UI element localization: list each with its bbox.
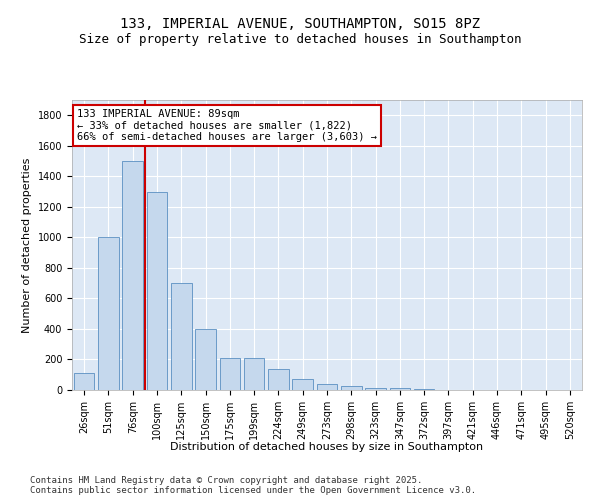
Text: 133 IMPERIAL AVENUE: 89sqm
← 33% of detached houses are smaller (1,822)
66% of s: 133 IMPERIAL AVENUE: 89sqm ← 33% of deta… <box>77 108 377 142</box>
Bar <box>317 384 337 390</box>
Bar <box>414 389 434 390</box>
X-axis label: Distribution of detached houses by size in Southampton: Distribution of detached houses by size … <box>170 442 484 452</box>
Text: Contains HM Land Registry data © Crown copyright and database right 2025.
Contai: Contains HM Land Registry data © Crown c… <box>30 476 476 495</box>
Y-axis label: Number of detached properties: Number of detached properties <box>22 158 32 332</box>
Bar <box>74 373 94 390</box>
Bar <box>195 329 216 390</box>
Bar <box>268 370 289 390</box>
Bar <box>244 358 265 390</box>
Bar <box>220 358 240 390</box>
Bar <box>146 192 167 390</box>
Bar <box>389 388 410 390</box>
Bar <box>292 378 313 390</box>
Text: Size of property relative to detached houses in Southampton: Size of property relative to detached ho… <box>79 32 521 46</box>
Bar <box>98 238 119 390</box>
Bar <box>341 386 362 390</box>
Bar <box>171 283 191 390</box>
Bar <box>365 388 386 390</box>
Bar <box>122 161 143 390</box>
Text: 133, IMPERIAL AVENUE, SOUTHAMPTON, SO15 8PZ: 133, IMPERIAL AVENUE, SOUTHAMPTON, SO15 … <box>120 18 480 32</box>
